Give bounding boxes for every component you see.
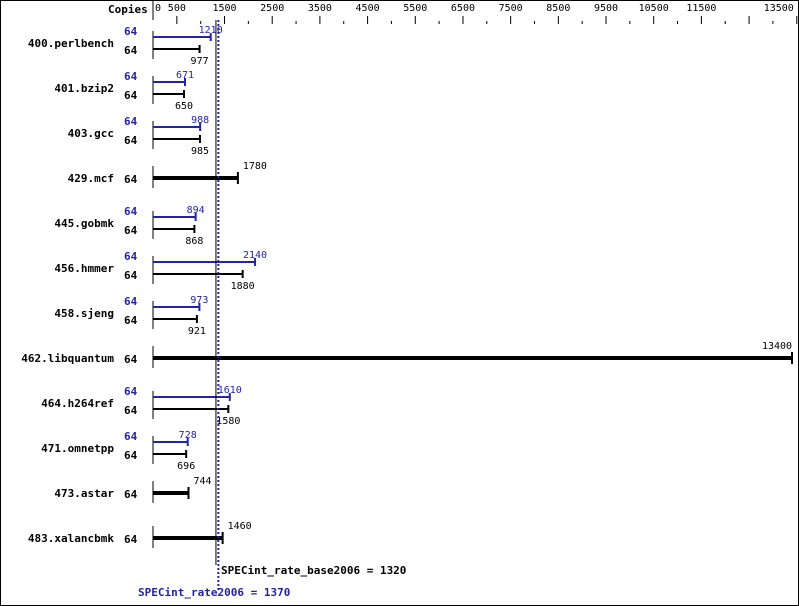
tick-label: 2500 [260,3,284,14]
copies-base: 64 [124,173,138,186]
benchmark-row: 462.libquantum 64 13400 [21,341,793,368]
tick-label: 3500 [308,3,332,14]
tick-label: 5500 [403,3,427,14]
benchmark-label: 471.omnetpp [41,442,114,455]
copies-base: 64 [124,353,138,366]
benchmark-row: 400.perlbench 64 64 1210 977 [28,25,223,67]
copies-peak: 64 [124,70,138,83]
base-summary-label: SPECint_rate_base2006 = 1320 [221,564,406,577]
benchmark-label: 458.sjeng [54,307,114,320]
benchmark-row: 429.mcf 64 1780 [68,161,267,188]
benchmark-row: 456.hmmer 64 64 2140 1880 [54,250,267,292]
base-value-label: 985 [191,146,209,157]
copies-peak: 64 [124,25,138,38]
benchmark-row: 401.bzip2 64 64 671 650 [54,70,194,112]
copies-base: 64 [124,449,138,462]
peak-value-label: 2140 [243,250,267,261]
benchmark-row: 403.gcc 64 64 988 985 [68,115,210,157]
peak-value-label: 1210 [199,25,223,36]
tick-label: 8500 [546,3,570,14]
copies-peak: 64 [124,430,138,443]
tick-label: 1500 [212,3,236,14]
copies-base: 64 [124,314,138,327]
copies-base: 64 [124,224,138,237]
copies-peak: 64 [124,205,138,218]
peak-value-label: 894 [187,205,205,216]
copies-peak: 64 [124,250,138,263]
base-value-label: 650 [175,101,193,112]
peak-value-label: 671 [176,70,194,81]
base-value-label: 868 [185,236,203,247]
copies-base: 64 [124,404,138,417]
base-value-label: 1580 [216,416,240,427]
benchmark-row: 471.omnetpp 64 64 728 696 [41,430,197,472]
benchmark-label: 456.hmmer [54,262,114,275]
base-value-label: 1880 [231,281,255,292]
base-value-label: 1460 [228,521,252,532]
tick-label: 13500 [764,3,794,14]
benchmark-label: 464.h264ref [41,397,114,410]
tick-label: 6500 [451,3,475,14]
copies-peak: 64 [124,385,138,398]
tick-label: 4500 [356,3,380,14]
copies-base: 64 [124,134,138,147]
peak-value-label: 973 [190,295,208,306]
peak-summary-label: SPECint_rate2006 = 1370 [138,586,290,599]
copies-base: 64 [124,533,138,546]
base-value-label: 921 [188,326,206,337]
peak-value-label: 988 [191,115,209,126]
benchmark-row: 464.h264ref 64 64 1610 1580 [41,385,242,427]
benchmark-row: 445.gobmk 64 64 894 868 [54,205,204,247]
base-value-label: 13400 [762,341,792,352]
base-value-label: 977 [191,56,209,67]
copies-base: 64 [124,488,138,501]
tick-label: 500 [168,3,186,14]
copies-base: 64 [124,44,138,57]
benchmark-label: 445.gobmk [54,217,114,230]
benchmark-label: 403.gcc [68,127,114,140]
tick-label: 11500 [686,3,716,14]
benchmark-row: 458.sjeng 64 64 973 921 [54,295,208,337]
peak-value-label: 1610 [218,385,242,396]
base-value-label: 744 [193,476,211,487]
tick-label: 7500 [499,3,523,14]
copies-base: 64 [124,89,138,102]
copies-base: 64 [124,269,138,282]
copies-peak: 64 [124,115,138,128]
copies-header: Copies [108,3,148,16]
tick-label: 10500 [639,3,669,14]
tick-label: 9500 [594,3,618,14]
benchmark-label: 462.libquantum [21,352,114,365]
tick-label: 0 [155,3,161,14]
benchmark-label: 400.perlbench [28,37,114,50]
benchmark-label: 473.astar [54,487,114,500]
peak-value-label: 728 [179,430,197,441]
base-value-label: 1780 [243,161,267,172]
benchmark-label: 429.mcf [68,172,114,185]
benchmark-row: 473.astar 64 744 [54,476,212,503]
benchmark-label: 401.bzip2 [54,82,114,95]
benchmark-label: 483.xalancbmk [28,532,114,545]
benchmark-row: 483.xalancbmk 64 1460 [28,521,252,548]
base-value-label: 696 [177,461,195,472]
copies-peak: 64 [124,295,138,308]
